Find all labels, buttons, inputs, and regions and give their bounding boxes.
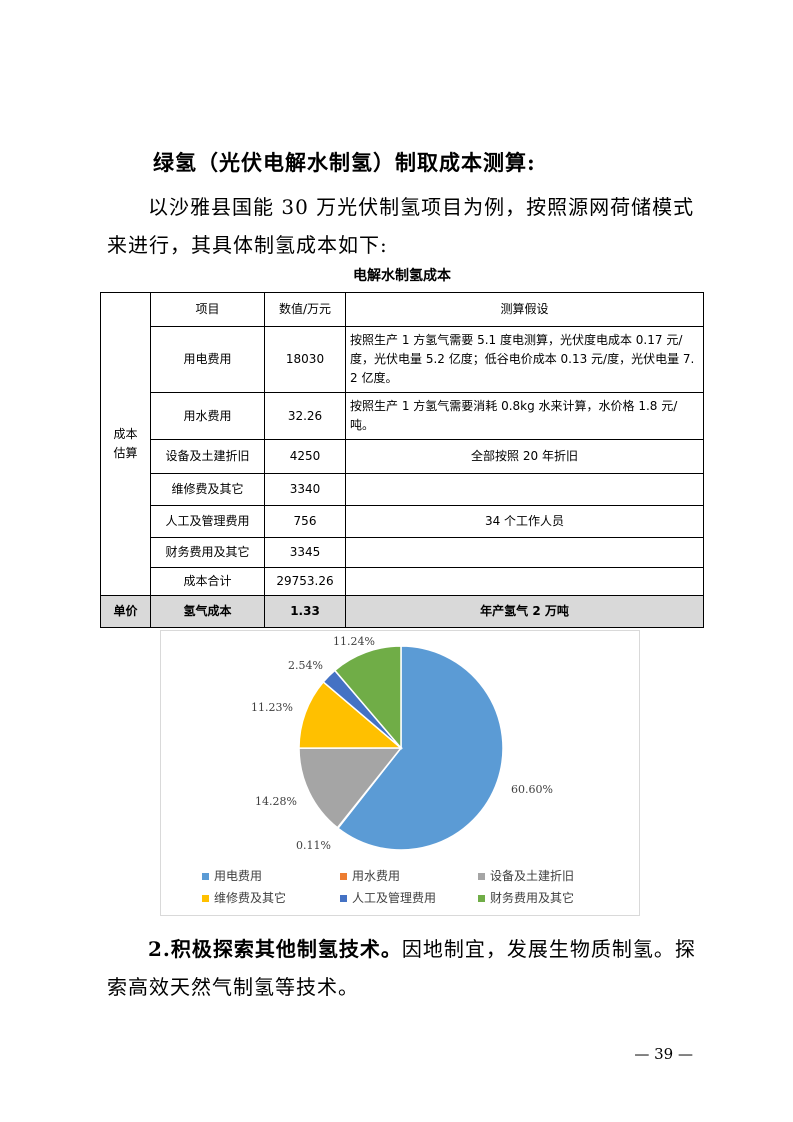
table-cell: 756 [264,505,346,538]
table-cell: 全部按照 20 年折旧 [345,439,704,474]
table-row: 成本合计 29753.26 [101,567,704,596]
table-cell: 人工及管理费用 [150,505,265,538]
table-cell: 维修费及其它 [150,473,265,506]
slice-data-label: 60.60% [511,783,553,796]
legend-swatch [478,872,485,880]
pie-slice-5 [333,645,402,751]
pie-slice-3 [298,680,404,749]
table-cell: 单价 [100,595,151,628]
page-number: — 39 — [634,1045,693,1063]
legend-swatch [478,894,485,902]
legend-label: 维修费及其它 [214,891,287,905]
paragraph-2-bold: 2.积极探索其他制氢技术。 [148,937,402,961]
group-label: 成本 估算 [100,292,151,596]
legend-label: 设备及土建折旧 [490,869,575,883]
table-cell: 按照生产 1 方氢气需要消耗 0.8kg 水来计算，水价格 1.8 元/吨。 [345,392,704,440]
paragraph-2-line1: 2.积极探索其他制氢技术。因地制宜，发展生物质制氢。探 [107,930,704,968]
table-cell [345,473,704,506]
legend-item: 人工及管理费用 [340,889,460,907]
legend-swatch [202,872,209,880]
table-cell: 设备及土建折旧 [150,439,265,474]
legend-label: 财务费用及其它 [490,891,575,905]
legend-item: 用水费用 [340,867,460,885]
legend-item: 财务费用及其它 [478,889,598,907]
table-cell: 3345 [264,537,346,568]
legend-item: 设备及土建折旧 [478,867,598,885]
unit-price-row: 单价 氢气成本 1.33 年产氢气 2 万吨 [100,595,704,628]
table-cell: 29753.26 [264,567,346,596]
pie-slice-2 [298,747,403,829]
chart-legend: 用电费用 用水费用 设备及土建折旧维修费及其它 人工及管理费用 财务费用及其它 [161,867,639,907]
header-cell: 项目 [150,292,265,327]
header-cell: 数值/万元 [264,292,346,327]
table-cell: 财务费用及其它 [150,537,265,568]
slice-data-label: 2.54% [288,659,323,672]
table-cell: 4250 [264,439,346,474]
table-cell: 用电费用 [150,326,265,393]
table-cell: 3340 [264,473,346,506]
paragraph-2-line2: 索高效天然气制氢等技术。 [107,975,359,999]
legend-label: 人工及管理费用 [352,891,437,905]
intro-paragraph-line1: 以沙雅县国能 30 万光伏制氢项目为例，按照源网荷储模式 [148,195,695,219]
table-row: 用电费用 18030 按照生产 1 方氢气需要 5.1 度电测算，光伏度电成本 0.… [101,326,704,393]
slice-data-label: 11.23% [251,701,293,714]
legend-label: 用电费用 [214,869,263,883]
table-cell: 按照生产 1 方氢气需要 5.1 度电测算，光伏度电成本 0.17 元/度，光伏… [345,326,704,393]
table-caption: 电解水制氢成本 [353,268,451,284]
slice-data-label: 0.11% [296,839,331,852]
pie-chart: 60.60% 0.11% 14.28% 11.23% 2.54% 11.24% 用电费用用… [160,630,640,916]
slice-data-label: 14.28% [255,795,297,808]
table-cell: 成本合计 [150,567,265,596]
table-cell: 氢气成本 [150,595,265,628]
table-cell: 1.33 [264,595,346,628]
table-cell: 34 个工作人员 [345,505,704,538]
legend-label: 用水费用 [352,869,401,883]
slice-data-label: 11.24% [333,635,375,648]
intro-paragraph-line2: 来进行，其具体制氢成本如下: [107,233,388,257]
table-row: 维修费及其它 3340 [101,473,704,506]
legend-swatch [340,894,347,902]
table-row: 财务费用及其它 3345 [101,537,704,568]
table-cell [345,567,704,596]
table-cell: 18030 [264,326,346,393]
table-cell: 用水费用 [150,392,265,440]
section-heading: 绿氢（光伏电解水制氢）制取成本测算: [153,150,536,175]
header-cell: 测算假设 [345,292,704,327]
pie-plot: 60.60% 0.11% 14.28% 11.23% 2.54% 11.24% [251,635,553,852]
cost-table: 成本 估算 项目 数值/万元 测算假设 用电费用 18030 按照生产 1 方氢气需… [100,292,704,628]
table-cell [345,537,704,568]
legend-item: 用电费用 [202,867,322,885]
table-row: 用水费用 32.26 按照生产 1 方氢气需要消耗 0.8kg 水来计算，水价格 1… [101,392,704,440]
legend-swatch [202,894,209,902]
table-cell: 年产氢气 2 万吨 [345,595,704,628]
table-cell: 32.26 [264,392,346,440]
table-row: 设备及土建折旧 4250 全部按照 20 年折旧 [101,439,704,474]
table-row: 人工及管理费用 756 34 个工作人员 [101,505,704,538]
pie-slice-0 [336,645,504,851]
paragraph-2-text: 因地制宜，发展生物质制氢。探 [401,937,696,961]
legend-swatch [340,872,347,880]
legend-item: 维修费及其它 [202,889,322,907]
table-header-row: 成本 估算 项目 数值/万元 测算假设 [100,292,704,596]
